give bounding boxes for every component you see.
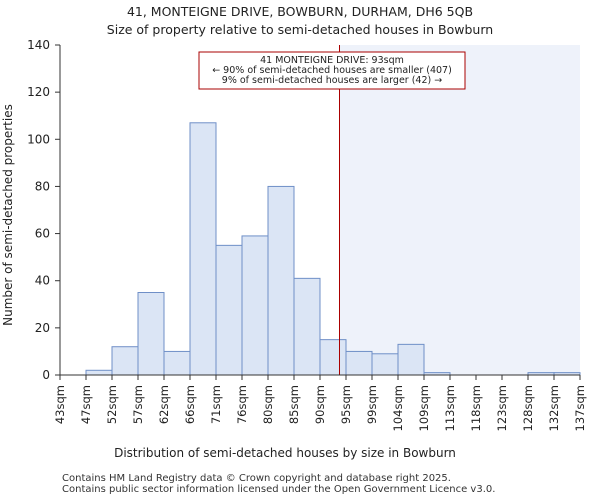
- bar-80sqm: [267, 185, 295, 376]
- bar-76sqm: [241, 235, 269, 376]
- x-axis-label: Distribution of semi-detached houses by …: [114, 446, 456, 460]
- footer-copyright: Contains HM Land Registry data © Crown c…: [62, 473, 451, 484]
- x-tick-label: 57sqm: [131, 385, 145, 424]
- x-tick-label: 43sqm: [53, 385, 67, 424]
- x-tick-label: 85sqm: [287, 385, 301, 424]
- x-tick-label: 95sqm: [339, 385, 353, 424]
- y-tick-label: 140: [27, 38, 50, 52]
- annotation-line-1: 41 MONTEIGNE DRIVE: 93sqm: [260, 55, 404, 66]
- bar-66sqm: [189, 122, 217, 376]
- bar-99sqm: [371, 353, 399, 376]
- y-axis-label: Number of semi-detached properties: [1, 104, 15, 326]
- y-tick-label: 60: [35, 227, 50, 241]
- y-tick-label: 120: [27, 85, 50, 99]
- y-tick-label: 40: [35, 274, 50, 288]
- bar-57sqm: [137, 292, 165, 376]
- bar-85sqm: [293, 277, 321, 376]
- y-tick-label: 20: [35, 321, 50, 335]
- bar-62sqm: [163, 350, 191, 376]
- x-tick-label: 137sqm: [573, 385, 587, 431]
- bar-52sqm: [111, 346, 139, 376]
- bar-104sqm: [397, 343, 425, 376]
- x-tick-label: 113sqm: [443, 385, 457, 431]
- y-tick-label: 80: [35, 179, 50, 193]
- larger-region-highlight: [339, 45, 580, 375]
- x-tick-label: 76sqm: [235, 385, 249, 424]
- y-tick-label: 100: [27, 132, 50, 146]
- bar-47sqm: [85, 369, 113, 376]
- x-tick-label: 132sqm: [547, 385, 561, 431]
- x-tick-label: 123sqm: [495, 385, 509, 431]
- x-tick-label: 104sqm: [391, 385, 405, 431]
- x-tick-label: 118sqm: [469, 385, 483, 431]
- annotation-line-3: 9% of semi-detached houses are larger (4…: [222, 75, 442, 86]
- x-tick-label: 62sqm: [157, 385, 171, 424]
- x-tick-label: 80sqm: [261, 385, 275, 424]
- annotation-box: 41 MONTEIGNE DRIVE: 93sqm ← 90% of semi-…: [198, 51, 466, 90]
- bar-71sqm: [215, 244, 243, 376]
- bar-90sqm: [319, 339, 347, 376]
- chart-subtitle: Size of property relative to semi-detach…: [106, 22, 494, 37]
- x-tick-label: 90sqm: [313, 385, 327, 424]
- chart-title: 41, MONTEIGNE DRIVE, BOWBURN, DURHAM, DH…: [126, 4, 474, 19]
- x-tick-label: 47sqm: [79, 385, 93, 424]
- bar-95sqm: [345, 350, 373, 376]
- x-tick-label: 71sqm: [209, 385, 223, 424]
- x-tick-label: 52sqm: [105, 385, 119, 424]
- y-tick-label: 0: [42, 368, 50, 382]
- footer-licence: Contains public sector information licen…: [62, 484, 496, 495]
- x-tick-label: 109sqm: [417, 385, 431, 431]
- annotation-line-2: ← 90% of semi-detached houses are smalle…: [212, 65, 452, 76]
- x-tick-label: 128sqm: [521, 385, 535, 431]
- x-tick-label: 99sqm: [365, 385, 379, 424]
- x-tick-label: 66sqm: [183, 385, 197, 424]
